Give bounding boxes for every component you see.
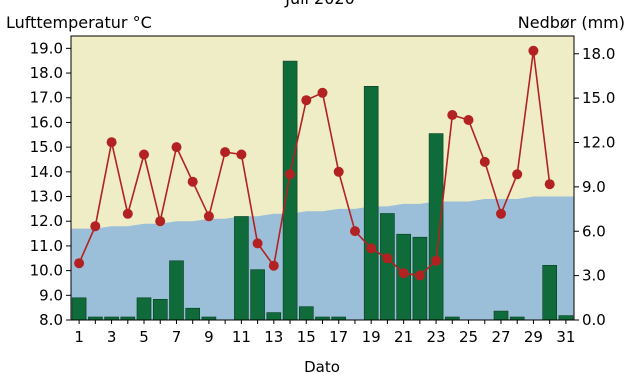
temperature-point (512, 169, 523, 180)
temperature-point (74, 258, 85, 269)
x-tick-label: 5 (139, 328, 149, 346)
x-tick-label: 1 (74, 328, 84, 346)
x-tick-label: 21 (394, 328, 413, 346)
precipitation-bar (136, 297, 152, 321)
precipitation-bar (380, 213, 395, 321)
temperature-point (398, 268, 409, 279)
temperature-point (106, 137, 117, 148)
temperature-point (350, 226, 360, 237)
y-right-tick-label: 12.0 (582, 134, 615, 152)
x-tick-label: 3 (107, 328, 117, 346)
x-tick-label: 31 (556, 328, 575, 346)
x-tick-label: 25 (459, 328, 478, 346)
y-left-tick-label: 13.0 (30, 188, 63, 206)
temperature-point (528, 45, 539, 56)
y-axis-left-label: Lufttemperatur °C (6, 13, 152, 32)
temperature-point (90, 221, 101, 232)
y-right-tick-label: 9.0 (582, 178, 606, 196)
y-left-tick-label: 15.0 (30, 138, 63, 156)
y-left-tick-label: 18.0 (30, 64, 63, 82)
y-left-tick-label: 17.0 (30, 89, 63, 107)
temperature-point (155, 216, 166, 227)
precipitation-bar (266, 312, 282, 321)
plot-area: 8.09.010.011.012.013.014.015.016.017.018… (30, 35, 615, 346)
y-right-tick-label: 3.0 (582, 267, 606, 285)
precipitation-bar (169, 260, 184, 321)
temperature-point (187, 176, 198, 187)
x-tick-label: 23 (427, 328, 446, 346)
y-left-tick-label: 14.0 (30, 163, 63, 181)
x-tick-label: 19 (362, 328, 381, 346)
precipitation-bar (250, 269, 265, 321)
temperature-point (366, 243, 377, 254)
y-left-tick-label: 9.0 (39, 286, 63, 304)
precipitation-bar (153, 298, 168, 321)
y-left-tick-label: 19.0 (30, 39, 63, 57)
normal-temperature-area (71, 196, 574, 320)
temperature-point (317, 87, 328, 98)
temperature-point (252, 238, 263, 249)
y-left-tick-label: 11.0 (30, 237, 63, 255)
x-tick-label: 9 (204, 328, 214, 346)
precipitation-bar (234, 216, 249, 321)
y-axis-right-label: Nedbør (mm) (518, 13, 625, 32)
x-axis-label: Dato (304, 358, 340, 374)
temperature-point (479, 156, 490, 167)
precipitation-bar (71, 297, 87, 321)
y-right-tick-label: 18.0 (582, 45, 615, 63)
temperature-point (431, 255, 442, 266)
x-tick-label: 7 (172, 328, 182, 346)
temperature-point (220, 147, 231, 158)
temperature-point (382, 253, 393, 264)
temperature-point (285, 169, 295, 180)
temperature-point (301, 95, 312, 106)
y-left-tick-label: 10.0 (30, 262, 63, 280)
y-right-tick-label: 6.0 (582, 222, 606, 240)
precipitation-bar (542, 264, 558, 321)
precipitation-bar (185, 307, 200, 321)
temperature-point (203, 211, 214, 222)
x-tick-label: 15 (297, 328, 316, 346)
x-tick-label: 17 (329, 328, 348, 346)
temperature-point (122, 208, 133, 219)
temperature-point (268, 260, 279, 271)
x-tick-label: 27 (491, 328, 510, 346)
x-tick-label: 13 (264, 328, 283, 346)
temperature-point (544, 179, 555, 190)
precipitation-bar (493, 310, 509, 321)
temperature-line (78, 50, 551, 277)
y-left-tick-label: 8.0 (39, 311, 63, 329)
y-left-tick-label: 16.0 (30, 113, 63, 131)
precipitation-bar (298, 306, 314, 321)
y-right-tick-label: 15.0 (582, 89, 615, 107)
temperature-point (447, 110, 458, 120)
precipitation-bar (363, 86, 379, 321)
temperature-point (139, 149, 149, 160)
precipitation-bar (282, 60, 298, 321)
chart-title: Juli 2020 (284, 0, 355, 8)
temperature-point (496, 208, 506, 219)
precipitation-bar (558, 315, 574, 321)
precipitation-bar (428, 133, 444, 321)
temperature-point (171, 142, 182, 153)
x-tick-label: 11 (232, 328, 251, 346)
y-right-tick-label: 0.0 (582, 311, 606, 329)
x-tick-label: 29 (524, 328, 543, 346)
temperature-point (236, 149, 247, 160)
temperature-point (414, 270, 425, 281)
temperature-point (463, 115, 474, 125)
y-left-tick-label: 12.0 (30, 212, 63, 230)
temperature-point (333, 166, 344, 177)
